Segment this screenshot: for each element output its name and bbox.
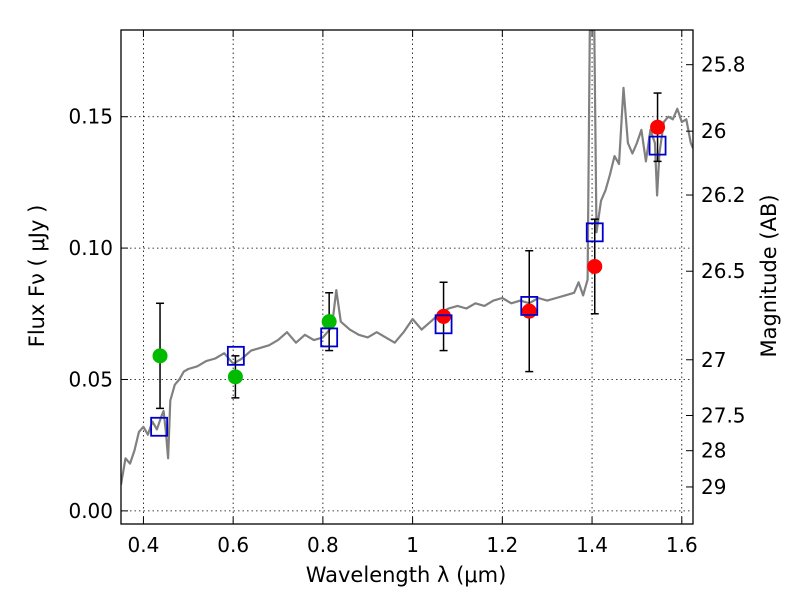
secondary-y-axis-title: Magnitude (AB) [757, 194, 781, 357]
green-point [152, 348, 168, 364]
x-tick-label: 1.2 [486, 533, 518, 557]
magnitude-tick-labels: 25.8 26 26.2 26.5 27 27.5 28 29 [701, 53, 746, 499]
model-box [320, 327, 339, 348]
green-point [321, 314, 337, 330]
model-box [648, 135, 667, 156]
x-tick-label: 0.8 [307, 533, 339, 557]
mag-tick-label: 26.5 [701, 259, 746, 283]
model-box [150, 416, 169, 437]
x-tick-label: 1.6 [666, 533, 698, 557]
y-tick-label: 0.00 [68, 499, 113, 523]
mag-tick-label: 25.8 [701, 53, 746, 77]
x-tick-label: 0.4 [128, 533, 160, 557]
x-tick-label: 1 [406, 533, 419, 557]
red-point [521, 303, 537, 319]
spectrum-series [121, 30, 693, 485]
x-tick-label: 0.6 [217, 533, 249, 557]
model-box [434, 314, 453, 335]
x-tick-label: 1.4 [576, 533, 608, 557]
red-point [650, 119, 666, 135]
green-point [227, 369, 243, 385]
red-point [587, 258, 603, 274]
mag-tick-label: 26 [701, 119, 726, 143]
y-tick-label: 0.05 [68, 367, 113, 391]
y-tick-labels: 0.00 0.05 0.10 0.15 [68, 105, 113, 523]
mag-tick-label: 29 [701, 475, 726, 499]
axis-ticks [121, 30, 693, 524]
y-axis-title: Flux Fν ( μJy ) [25, 205, 49, 348]
mag-tick-label: 28 [701, 439, 726, 463]
mag-tick-label: 27.5 [701, 403, 746, 427]
mag-tick-label: 27 [701, 348, 726, 372]
plot-frame [120, 29, 694, 525]
grid [121, 30, 693, 524]
model-box [520, 296, 539, 316]
model-boxes [150, 135, 667, 437]
model-box [585, 222, 604, 243]
spectrum-line [121, 30, 693, 485]
x-tick-labels: 0.4 0.6 0.8 1 1.2 1.4 1.6 [128, 533, 698, 557]
y-tick-label: 0.15 [68, 105, 113, 129]
green-points [152, 314, 337, 385]
red-point [436, 308, 452, 324]
y-tick-label: 0.10 [68, 236, 113, 260]
mag-tick-label: 26.2 [701, 183, 746, 207]
model-box [226, 345, 245, 366]
x-axis-title: Wavelength λ (μm) [306, 563, 507, 587]
